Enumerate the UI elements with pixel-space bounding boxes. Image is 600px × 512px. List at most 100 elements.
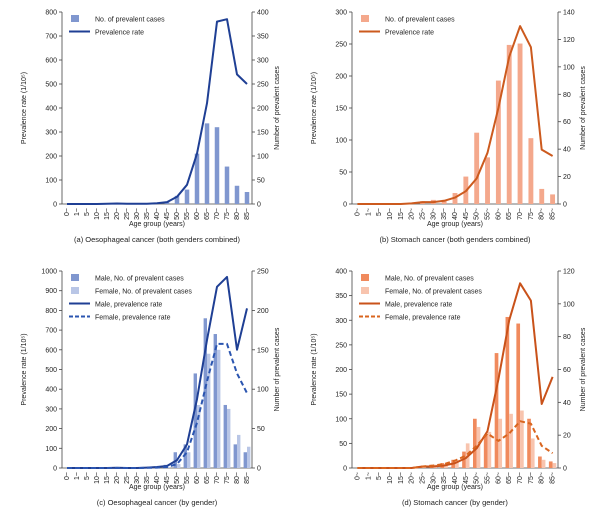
x-tick-label: 35~ <box>441 472 448 484</box>
bar <box>244 192 250 204</box>
bar <box>548 461 553 468</box>
x-tick-label: 0~ <box>354 472 361 480</box>
left-tick-label: 700 <box>45 328 57 335</box>
x-tick-label: 80~ <box>539 472 546 484</box>
bar <box>485 157 490 204</box>
x-tick-label: 45~ <box>164 208 171 220</box>
x-tick-label: 20~ <box>409 208 416 220</box>
bar <box>455 459 459 468</box>
x-tick-label: 50~ <box>474 472 481 484</box>
legend-swatch <box>361 287 369 294</box>
figure-caption: (b) Stomach cancer (both genders combine… <box>380 235 531 244</box>
figure-caption: (a) Oesophageal cancer (both genders com… <box>74 235 240 244</box>
x-tick-label: 75~ <box>224 472 231 484</box>
bar <box>444 464 448 468</box>
legend-label: Prevalence rate <box>385 30 434 37</box>
x-tick-label: 40~ <box>154 472 161 484</box>
left-tick-label: 0 <box>53 466 57 473</box>
right-tick-label: 100 <box>563 64 575 71</box>
left-tick-label: 300 <box>335 318 347 325</box>
x-tick-label: 65~ <box>506 208 513 220</box>
right-tick-label: 0 <box>563 466 567 473</box>
right-tick-label: 350 <box>257 34 269 41</box>
x-tick-label: 40~ <box>452 472 459 484</box>
legend-label: Female, prevalence rate <box>95 315 171 322</box>
y-axis-label-right: Number of prevalent cases <box>580 327 587 411</box>
bar <box>237 434 241 468</box>
left-tick-label: 150 <box>335 106 347 113</box>
x-tick-label: 1~ <box>74 472 81 480</box>
left-tick-label: 700 <box>45 34 57 41</box>
x-tick-label: 30~ <box>134 208 141 220</box>
bar <box>227 408 231 468</box>
bar <box>203 318 207 468</box>
right-tick-label: 120 <box>563 37 575 44</box>
y-axis-label-left: Prevalence rate (1/10⁵) <box>311 333 318 405</box>
x-tick-label: 55~ <box>184 472 191 484</box>
bar <box>194 153 200 204</box>
x-tick-label: 30~ <box>430 472 437 484</box>
legend: No. of prevalent cases Prevalence rate <box>69 15 165 37</box>
x-tick-label: 0~ <box>64 208 71 216</box>
right-tick-label: 120 <box>563 269 575 276</box>
x-tick-label: 45~ <box>463 208 470 220</box>
series-line <box>67 18 248 205</box>
y-axis-label-left: Prevalence rate (1/10⁵) <box>21 333 28 405</box>
left-tick-label: 50 <box>339 170 347 177</box>
left-tick-label: 400 <box>335 269 347 276</box>
bar <box>487 431 492 468</box>
x-tick-label: 80~ <box>234 208 241 220</box>
right-tick-label: 60 <box>563 367 571 374</box>
legend-label: Male, prevalence rate <box>385 302 452 309</box>
x-tick-label: 15~ <box>104 208 111 220</box>
x-tick-label: 60~ <box>194 208 201 220</box>
left-tick-label: 100 <box>335 416 347 423</box>
bar <box>476 426 481 468</box>
x-tick-label: 10~ <box>94 472 101 484</box>
x-tick-label: 10~ <box>387 208 394 220</box>
left-tick-label: 200 <box>335 367 347 374</box>
bar <box>197 404 201 468</box>
x-tick-label: 65~ <box>204 208 211 220</box>
right-tick-label: 0 <box>563 202 567 209</box>
x-tick-label: 10~ <box>387 472 394 484</box>
x-tick-label: 25~ <box>419 472 426 484</box>
x-tick-label: 55~ <box>485 208 492 220</box>
x-tick-label: 0~ <box>354 208 361 216</box>
x-tick-label: 55~ <box>184 208 191 220</box>
left-tick-label: 100 <box>45 178 57 185</box>
right-tick-label: 400 <box>257 10 269 17</box>
bar <box>509 413 513 468</box>
x-tick-label: 25~ <box>124 472 131 484</box>
bar <box>183 444 187 468</box>
bar <box>204 123 210 204</box>
x-tick-label: 75~ <box>224 208 231 220</box>
left-tick-label: 200 <box>335 74 347 81</box>
bar <box>247 446 251 468</box>
x-tick-label: 35~ <box>441 208 448 220</box>
bar <box>234 185 240 204</box>
x-tick-label: 15~ <box>104 472 111 484</box>
x-axis-label: Age group (years) <box>129 221 185 228</box>
x-tick-label: 20~ <box>114 208 121 220</box>
left-tick-label: 0 <box>343 466 347 473</box>
x-tick-label: 50~ <box>474 208 481 220</box>
right-tick-label: 40 <box>563 147 571 154</box>
legend: Male, No. of prevalent cases Female, No. … <box>69 274 192 322</box>
bar <box>207 353 211 468</box>
right-tick-label: 250 <box>257 82 269 89</box>
bar <box>224 166 230 204</box>
bar <box>243 452 247 468</box>
y-axis-label-right: Number of prevalent cases <box>274 66 281 150</box>
left-tick-label: 300 <box>45 406 57 413</box>
y-axis-label-right: Number of prevalent cases <box>580 66 587 150</box>
bar <box>494 353 499 468</box>
bar <box>193 373 197 468</box>
x-tick-label: 45~ <box>463 472 470 484</box>
left-tick-label: 300 <box>45 130 57 137</box>
legend-swatch <box>361 15 369 22</box>
bar <box>184 189 190 204</box>
legend-label: No. of prevalent cases <box>95 17 165 24</box>
x-tick-label: 15~ <box>398 208 405 220</box>
